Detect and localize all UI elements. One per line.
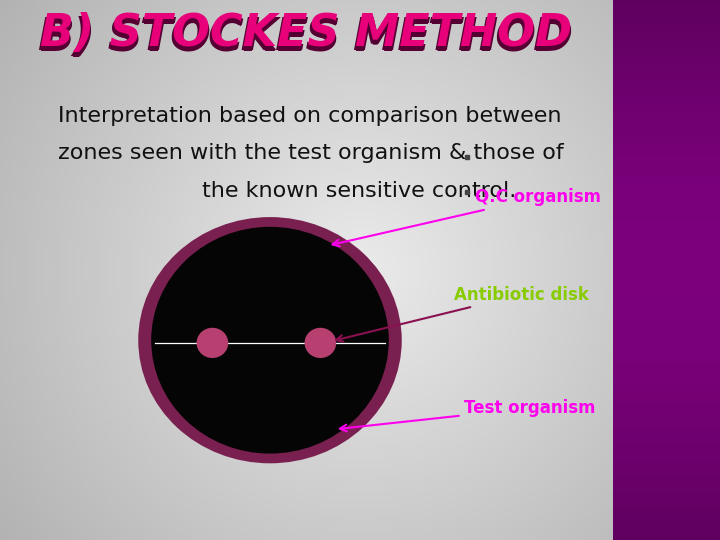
Text: Q.C organism: Q.C organism <box>333 188 601 246</box>
Text: B) STOCKES METHOD: B) STOCKES METHOD <box>38 16 570 59</box>
Ellipse shape <box>151 227 389 454</box>
Text: Interpretation based on comparison between: Interpretation based on comparison betwe… <box>58 105 561 125</box>
Text: B) STOCKES METHOD: B) STOCKES METHOD <box>41 16 573 59</box>
Ellipse shape <box>305 328 336 358</box>
Text: Test organism: Test organism <box>340 399 596 431</box>
Ellipse shape <box>138 217 402 463</box>
Text: zones seen with the test organism & those of: zones seen with the test organism & thos… <box>58 143 563 163</box>
Text: B) STOCKES METHOD: B) STOCKES METHOD <box>40 12 572 55</box>
Text: the known sensitive control.: the known sensitive control. <box>202 181 516 201</box>
Ellipse shape <box>197 328 228 358</box>
Text: B) STOCKES METHOD: B) STOCKES METHOD <box>40 17 572 60</box>
Text: Antibiotic disk: Antibiotic disk <box>336 286 588 342</box>
